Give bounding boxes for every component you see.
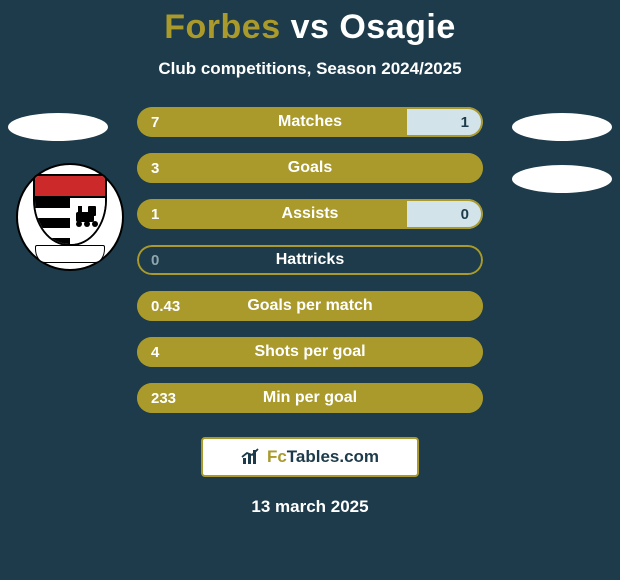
crest-inner: The Quakers — [33, 174, 107, 260]
stripe — [35, 228, 70, 238]
stat-bars: 71Matches 3Goals 10Assists 0Hattricks 0.43Go… — [137, 107, 483, 413]
locomotive-icon — [74, 206, 100, 226]
crest-stripes — [35, 198, 70, 246]
brand-badge[interactable]: FcTables.com — [201, 437, 419, 477]
stat-label: Shots per goal — [137, 343, 483, 361]
crest-ribbon: The Quakers — [27, 245, 113, 263]
stat-row: 3Goals — [137, 153, 483, 183]
stat-label: Hattricks — [137, 251, 483, 269]
stat-label: Min per goal — [137, 389, 483, 407]
stat-row: 233Min per goal — [137, 383, 483, 413]
stat-label: Goals per match — [137, 297, 483, 315]
date-label: 13 march 2025 — [0, 497, 620, 517]
stat-label: Matches — [137, 113, 483, 131]
player-right-placeholder-2 — [512, 165, 612, 193]
stat-row: 0.43Goals per match — [137, 291, 483, 321]
stat-row: 4Shots per goal — [137, 337, 483, 367]
crest-ribbon-text: The Quakers — [35, 245, 105, 263]
stat-label: Goals — [137, 159, 483, 177]
stat-label: Assists — [137, 205, 483, 223]
club-crest: The Quakers — [16, 163, 124, 271]
title-left: Forbes — [164, 8, 280, 46]
crest-loco-panel — [70, 198, 105, 246]
brand-text: FcTables.com — [267, 447, 379, 467]
crest-shield — [33, 174, 107, 246]
stat-row: 71Matches — [137, 107, 483, 137]
stripe — [35, 218, 70, 228]
brand-prefix: Fc — [267, 447, 287, 466]
stripe — [35, 198, 70, 208]
stripe — [35, 208, 70, 218]
title-right: Osagie — [339, 8, 455, 46]
chart-icon — [241, 448, 263, 466]
brand-suffix: Tables.com — [287, 447, 379, 466]
stat-row: 0Hattricks — [137, 245, 483, 275]
page-title: Forbes vs Osagie — [0, 0, 620, 47]
comparison-card: Forbes vs Osagie Club competitions, Seas… — [0, 0, 620, 580]
stat-row: 10Assists — [137, 199, 483, 229]
subtitle: Club competitions, Season 2024/2025 — [0, 59, 620, 79]
title-vs: vs — [291, 8, 330, 46]
content-area: The Quakers 71Matches 3Goals 10Assists 0Hat… — [0, 107, 620, 413]
crest-shield-top — [35, 176, 105, 198]
player-left-placeholder-1 — [8, 113, 108, 141]
player-right-placeholder-1 — [512, 113, 612, 141]
crest-shield-bottom — [35, 198, 105, 246]
